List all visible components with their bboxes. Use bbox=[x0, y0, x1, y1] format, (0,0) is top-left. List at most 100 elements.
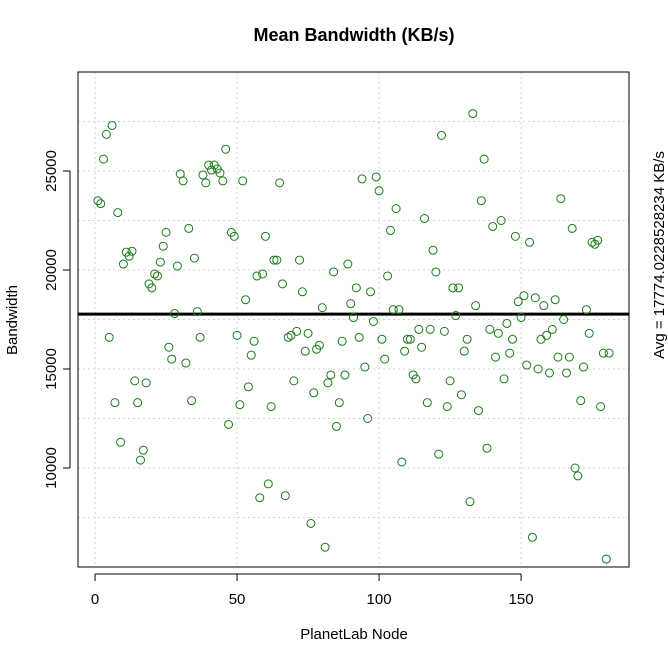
data-point bbox=[488, 221, 498, 231]
data-point bbox=[206, 165, 216, 175]
data-point bbox=[559, 315, 569, 324]
data-point bbox=[434, 449, 444, 459]
data-point bbox=[110, 398, 120, 408]
data-point bbox=[513, 297, 523, 307]
data-point bbox=[127, 246, 137, 256]
data-point bbox=[508, 334, 518, 344]
data-point bbox=[141, 378, 151, 388]
data-point bbox=[448, 283, 458, 293]
data-point bbox=[292, 326, 302, 336]
data-point bbox=[246, 350, 256, 360]
data-point bbox=[468, 109, 478, 119]
data-point bbox=[153, 271, 163, 281]
data-point bbox=[394, 305, 404, 315]
data-point bbox=[391, 204, 401, 214]
data-point bbox=[539, 301, 549, 311]
data-point bbox=[314, 340, 324, 350]
data-point bbox=[397, 457, 407, 467]
data-point bbox=[601, 554, 611, 564]
data-point bbox=[425, 324, 435, 334]
data-point bbox=[130, 376, 140, 386]
data-point bbox=[252, 271, 262, 281]
data-point bbox=[346, 299, 356, 309]
data-point bbox=[454, 283, 464, 293]
data-point bbox=[135, 455, 145, 465]
data-point bbox=[334, 398, 344, 408]
data-point bbox=[354, 332, 364, 342]
data-point bbox=[184, 223, 194, 233]
data-point bbox=[295, 255, 305, 265]
data-point bbox=[329, 267, 339, 277]
data-point bbox=[581, 305, 591, 315]
data-point bbox=[172, 261, 182, 271]
data-point bbox=[224, 419, 234, 429]
data-point bbox=[337, 336, 347, 346]
data-point bbox=[442, 402, 452, 412]
data-point bbox=[235, 400, 245, 410]
data-point bbox=[527, 532, 537, 542]
data-point bbox=[544, 368, 554, 378]
data-point bbox=[584, 328, 594, 338]
data-point bbox=[542, 330, 552, 340]
data-point bbox=[155, 257, 165, 267]
data-point bbox=[323, 378, 333, 388]
data-point bbox=[263, 479, 273, 489]
data-point bbox=[564, 352, 574, 362]
data-point bbox=[320, 542, 330, 552]
data-point bbox=[366, 287, 376, 297]
data-point bbox=[297, 287, 307, 297]
data-point bbox=[522, 360, 532, 370]
data-point bbox=[428, 245, 438, 255]
data-point bbox=[451, 311, 461, 321]
data-point bbox=[101, 129, 111, 139]
data-point bbox=[158, 241, 168, 251]
data-point bbox=[553, 352, 563, 362]
data-point bbox=[275, 178, 285, 188]
data-point bbox=[277, 279, 287, 289]
data-point bbox=[550, 295, 560, 305]
data-point bbox=[491, 352, 501, 362]
data-point bbox=[195, 332, 205, 342]
data-point bbox=[147, 283, 157, 293]
data-point bbox=[388, 305, 398, 315]
data-point bbox=[150, 269, 160, 279]
data-point bbox=[530, 293, 540, 303]
data-point bbox=[161, 227, 171, 237]
data-point bbox=[309, 388, 319, 398]
data-point bbox=[456, 390, 466, 400]
data-point bbox=[357, 174, 367, 184]
data-point bbox=[499, 374, 509, 384]
x-tick-label: 150 bbox=[509, 591, 534, 608]
x-axis: 0 50 100 150 bbox=[91, 573, 534, 608]
data-point bbox=[462, 334, 472, 344]
data-point bbox=[255, 493, 265, 503]
data-point bbox=[280, 491, 290, 501]
data-point bbox=[431, 267, 441, 277]
data-point bbox=[93, 196, 103, 206]
data-point bbox=[587, 237, 597, 247]
data-point bbox=[243, 382, 253, 392]
data-point bbox=[482, 443, 492, 453]
y-axis-title: Bandwidth bbox=[4, 285, 21, 355]
data-point bbox=[229, 231, 239, 241]
grid-lines bbox=[78, 72, 629, 567]
chart-title: Mean Bandwidth (KB/s) bbox=[254, 25, 455, 45]
data-point bbox=[303, 328, 313, 338]
data-point bbox=[422, 398, 432, 408]
data-point bbox=[479, 154, 489, 164]
data-point bbox=[167, 354, 177, 364]
data-point bbox=[519, 291, 529, 301]
data-point bbox=[107, 120, 117, 130]
data-point bbox=[266, 402, 276, 412]
x-tick-label: 50 bbox=[229, 591, 246, 608]
data-point bbox=[471, 301, 481, 311]
data-point bbox=[215, 168, 225, 178]
data-point bbox=[465, 497, 475, 507]
data-point bbox=[96, 199, 106, 209]
data-point bbox=[124, 251, 134, 261]
data-point bbox=[502, 318, 512, 328]
data-point bbox=[374, 186, 384, 196]
data-point bbox=[604, 348, 614, 358]
data-point bbox=[420, 214, 430, 224]
